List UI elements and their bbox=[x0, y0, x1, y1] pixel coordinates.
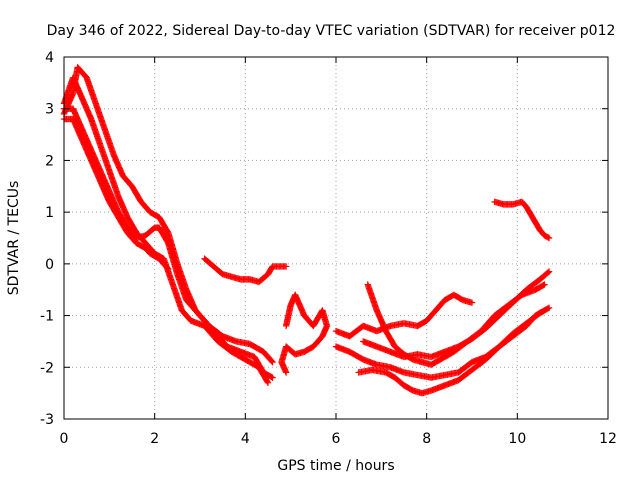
y-tick-label: 0 bbox=[45, 257, 54, 273]
x-tick-label: 6 bbox=[332, 431, 341, 447]
data-point bbox=[545, 304, 553, 312]
x-tick-label: 0 bbox=[60, 431, 69, 447]
x-tick-label: 12 bbox=[599, 431, 617, 447]
data-point bbox=[545, 234, 553, 242]
data-point bbox=[165, 265, 172, 273]
x-tick-label: 8 bbox=[422, 431, 431, 447]
data-point bbox=[164, 264, 171, 272]
y-tick-label: -2 bbox=[40, 360, 54, 376]
y-tick-labels: -3 -2 -1 0 1 2 3 4 bbox=[40, 50, 54, 428]
data-point bbox=[282, 369, 290, 376]
x-tick-labels: 0 2 4 6 8 10 12 bbox=[60, 431, 617, 447]
y-tick-label: 4 bbox=[45, 50, 54, 66]
x-tick-label: 4 bbox=[241, 431, 250, 447]
x-axis-label: GPS time / hours bbox=[277, 458, 394, 474]
data-point bbox=[544, 305, 552, 312]
x-tick-label: 10 bbox=[508, 431, 526, 447]
data-point bbox=[264, 379, 272, 386]
data-point bbox=[268, 357, 275, 365]
data-point bbox=[540, 281, 547, 289]
data-point bbox=[544, 269, 552, 276]
y-tick-label: 1 bbox=[45, 205, 54, 221]
data-point bbox=[544, 234, 552, 241]
y-tick-label: -1 bbox=[40, 309, 54, 325]
data-point bbox=[268, 373, 275, 381]
y-tick-label: 3 bbox=[45, 102, 54, 118]
data-point bbox=[541, 281, 548, 288]
data-point bbox=[269, 358, 276, 366]
y-tick-label: -3 bbox=[40, 412, 54, 428]
chart-title: Day 346 of 2022, Sidereal Day-to-day VTE… bbox=[47, 23, 616, 39]
y-axis-label: SDTVAR / TECUs bbox=[6, 181, 22, 296]
data-point bbox=[545, 268, 553, 275]
y-tick-label: 2 bbox=[45, 153, 54, 169]
grid bbox=[64, 57, 608, 419]
data-point bbox=[269, 374, 276, 381]
x-tick-label: 2 bbox=[150, 431, 159, 447]
data-points bbox=[60, 64, 553, 397]
data-point bbox=[282, 263, 290, 270]
data-point bbox=[264, 378, 271, 385]
data-point bbox=[468, 299, 476, 306]
axis-ticks bbox=[63, 56, 609, 420]
